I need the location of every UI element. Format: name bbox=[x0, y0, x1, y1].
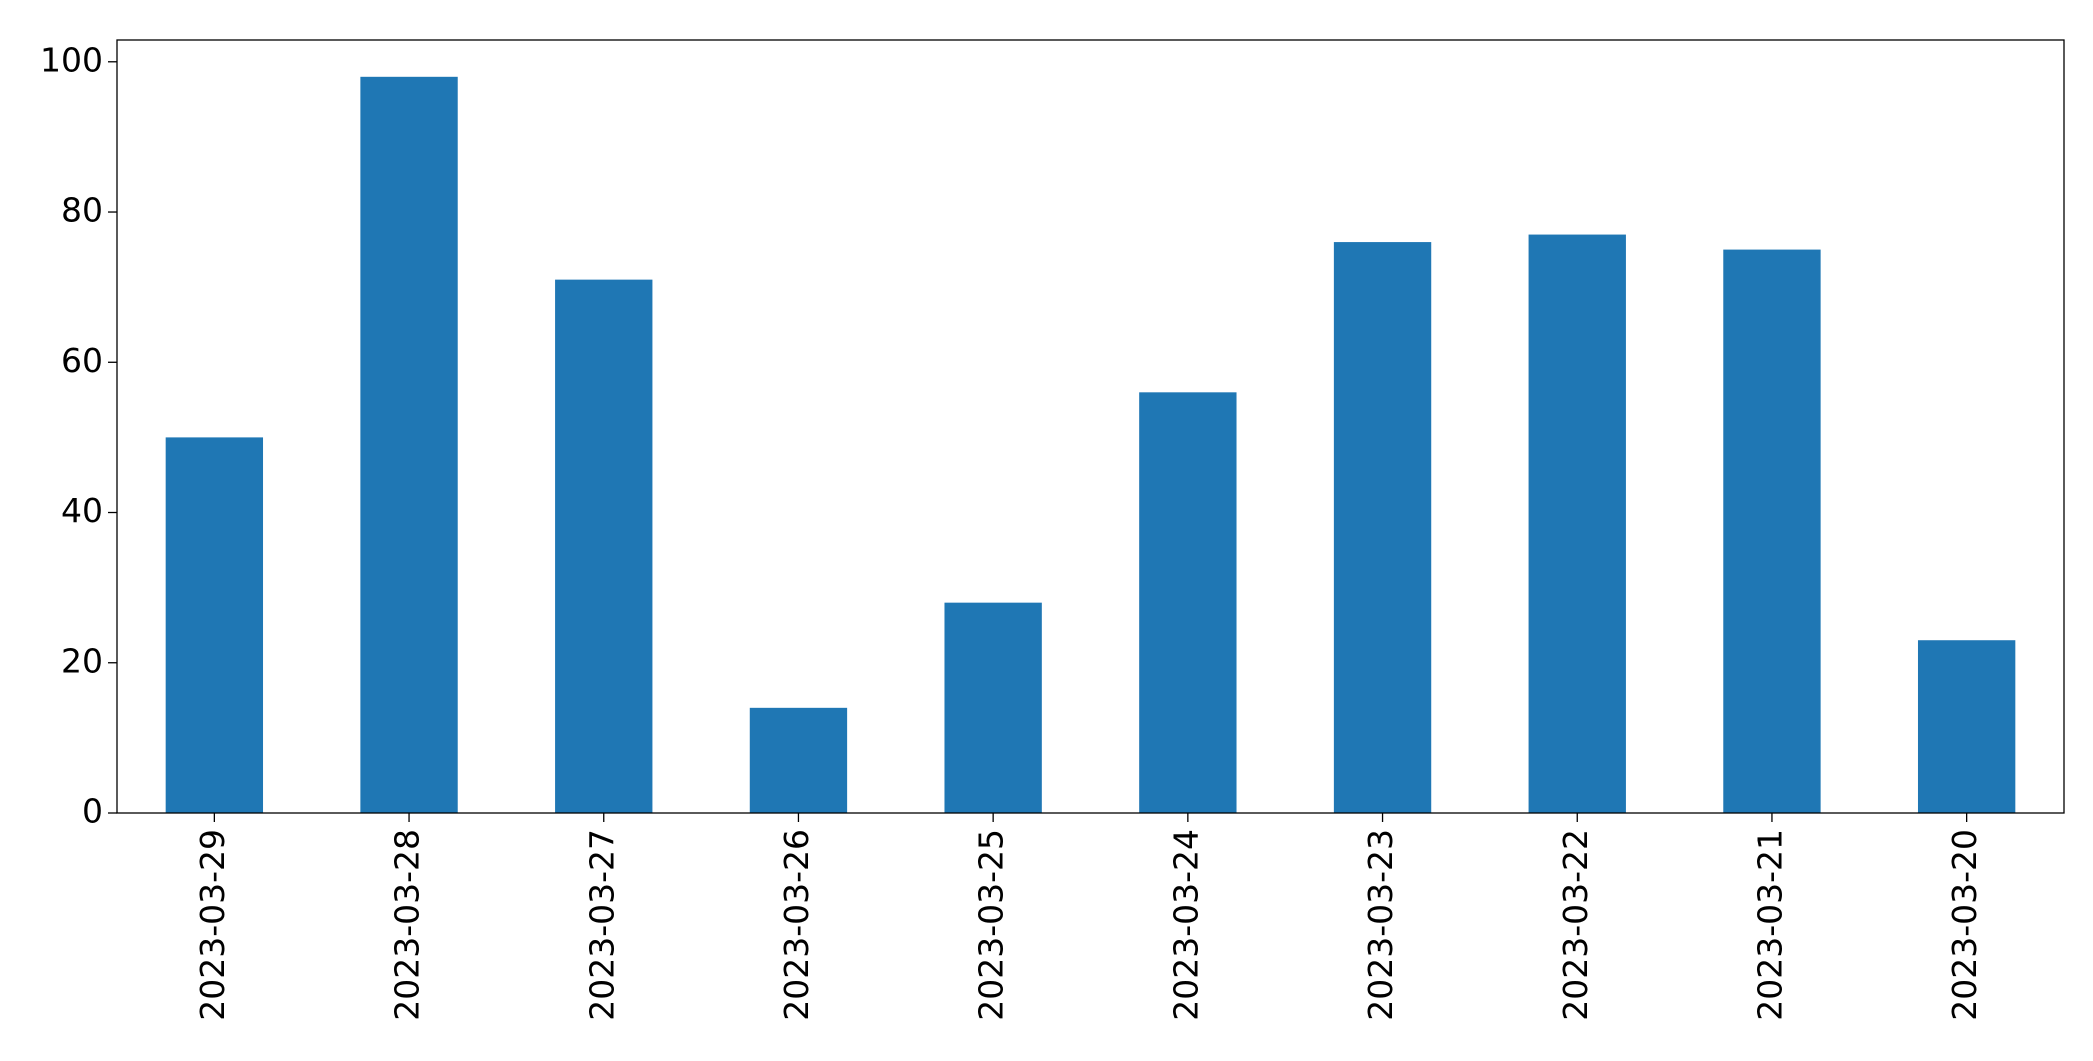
bar bbox=[555, 279, 653, 813]
x-tick-label: 2023-03-29 bbox=[193, 829, 232, 1021]
bar bbox=[1333, 242, 1432, 813]
bar bbox=[1723, 249, 1821, 813]
x-tick-label: 2023-03-22 bbox=[1556, 829, 1595, 1021]
y-tick-label: 20 bbox=[61, 641, 103, 680]
bar bbox=[1917, 640, 2016, 813]
x-tick-label: 2023-03-23 bbox=[1361, 829, 1400, 1021]
y-tick-label: 60 bbox=[61, 341, 103, 380]
x-tick-label: 2023-03-27 bbox=[582, 829, 621, 1021]
x-tick-label: 2023-03-26 bbox=[777, 829, 816, 1021]
y-tick-label: 80 bbox=[61, 191, 103, 230]
x-tick-label: 2023-03-28 bbox=[388, 829, 427, 1021]
bar bbox=[1528, 234, 1626, 813]
x-tick-label: 2023-03-20 bbox=[1945, 829, 1984, 1021]
y-tick-label: 100 bbox=[40, 40, 103, 79]
y-tick-label: 0 bbox=[82, 792, 103, 831]
x-tick-label: 2023-03-21 bbox=[1750, 829, 1789, 1021]
bar bbox=[1139, 392, 1237, 813]
bar bbox=[749, 707, 848, 813]
bar bbox=[944, 602, 1042, 813]
y-tick-label: 40 bbox=[61, 491, 103, 530]
bar bbox=[165, 437, 264, 813]
x-tick-label: 2023-03-25 bbox=[972, 829, 1011, 1021]
x-tick-label: 2023-03-24 bbox=[1166, 829, 1205, 1021]
plot-frame bbox=[116, 39, 2065, 814]
bar bbox=[360, 76, 458, 814]
